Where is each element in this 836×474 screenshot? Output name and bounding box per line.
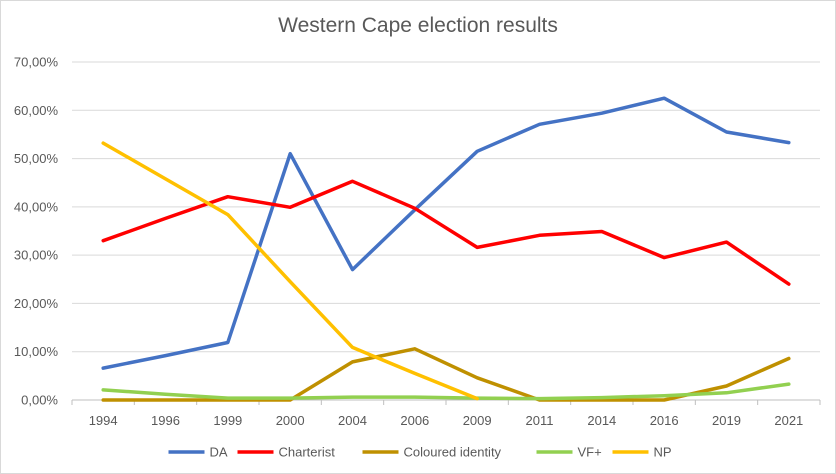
x-tick-label: 2009 [463, 413, 492, 428]
legend-label-da: DA [210, 445, 228, 460]
legend-label-coloured-identity: Coloured identity [404, 445, 502, 460]
legend-label-np: NP [654, 445, 672, 460]
y-tick-label: 40,00% [14, 199, 59, 214]
series-line-vf [101, 382, 791, 401]
y-tick-label: 50,00% [14, 151, 59, 166]
y-tick-label: 0,00% [21, 393, 58, 408]
legend-label-vf: VF+ [578, 445, 602, 460]
x-tick-label: 2021 [774, 413, 803, 428]
y-tick-label: 60,00% [14, 103, 59, 118]
x-tick-label: 1996 [151, 413, 180, 428]
x-tick-label: 1999 [213, 413, 242, 428]
x-tick-label: 2016 [650, 413, 679, 428]
x-tick-label: 1994 [89, 413, 118, 428]
legend-label-charterist: Charterist [279, 445, 336, 460]
x-tick-label: 2014 [587, 413, 616, 428]
series-line-charterist [101, 179, 791, 286]
y-tick-label: 20,00% [14, 296, 59, 311]
axes: 0,00% 10,00% 20,00% 30,00% 40,00% 50,00% 60,00… [14, 55, 821, 428]
x-tick-label: 2019 [712, 413, 741, 428]
x-tick-label: 2000 [276, 413, 305, 428]
x-tick-label: 2006 [400, 413, 429, 428]
x-tick-label: 2011 [526, 413, 554, 428]
y-tick-label: 70,00% [14, 55, 59, 70]
legend: DA Charterist Coloured identity VF+ NP [168, 445, 672, 460]
x-tick-label: 2004 [338, 413, 367, 428]
y-tick-label: 30,00% [14, 248, 59, 263]
chart-title: Western Cape election results [278, 14, 558, 37]
series-line-coloured-identity [101, 347, 791, 402]
series-line-da [101, 96, 791, 370]
series-lines [101, 96, 791, 402]
series-line-np [101, 141, 479, 401]
gridlines [72, 61, 820, 353]
y-tick-label: 10,00% [14, 344, 59, 359]
